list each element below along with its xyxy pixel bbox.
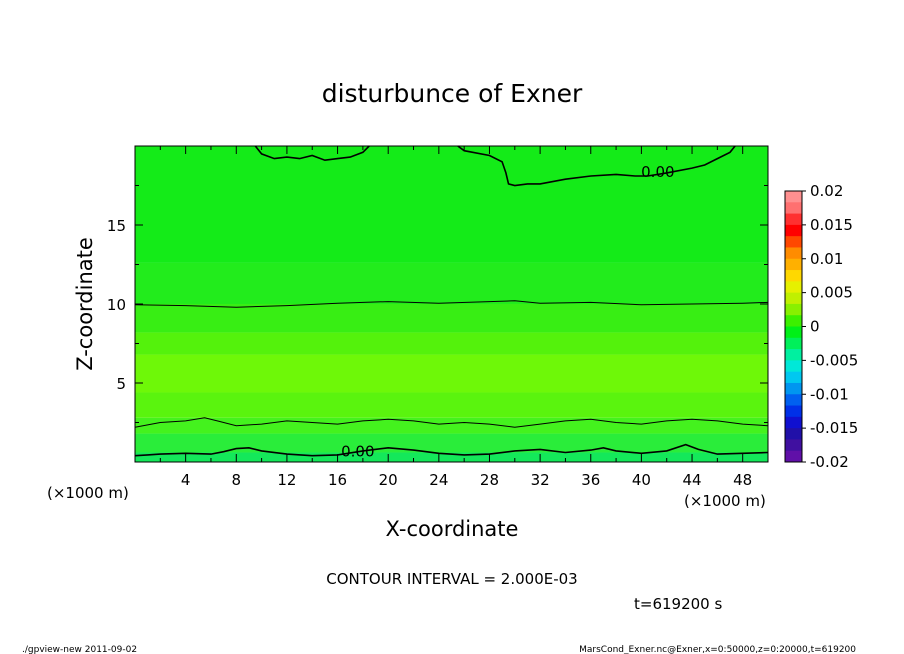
colorbar-label: 0.01 — [810, 250, 843, 268]
contour-zero-top — [254, 145, 370, 162]
footer-right: MarsCond_Exner.nc@Exner,x=0:50000,z=0:20… — [579, 645, 856, 654]
band-0 — [135, 452, 768, 462]
colorbar-swatch — [785, 439, 802, 452]
y-axis-label: Z-coordinate — [73, 237, 97, 371]
chart-title: disturbunce of Exner — [322, 79, 583, 108]
y-tick-label: 5 — [116, 375, 126, 393]
colorbar-swatch — [785, 450, 802, 463]
y-tick-label: 15 — [107, 217, 126, 235]
time-stamp: t=619200 s — [634, 595, 722, 613]
color-bands — [135, 146, 768, 462]
contour-zero-top-right — [457, 145, 736, 187]
x-tick-label: 40 — [632, 471, 651, 489]
contour-zero-bottom — [134, 443, 769, 457]
x-tick-label: 32 — [531, 471, 550, 489]
x-tick-label: 48 — [733, 471, 752, 489]
x-axis-unit-left: (×1000 m) — [47, 484, 129, 502]
colorbar-swatch — [785, 292, 802, 305]
colorbar-swatch — [785, 191, 802, 203]
colorbar-swatch — [785, 258, 802, 271]
colorbar-swatch — [785, 247, 802, 260]
band-5 — [135, 332, 768, 355]
contour-interval-note: CONTOUR INTERVAL = 2.000E-03 — [326, 570, 577, 588]
colorbar-label: -0.01 — [810, 385, 849, 403]
colorbar-swatch — [785, 405, 802, 418]
x-tick-label: 4 — [181, 471, 191, 489]
colorbar-swatch — [785, 303, 802, 316]
colorbar-label: -0.02 — [810, 453, 849, 471]
x-tick-label: 16 — [328, 471, 347, 489]
x-tick-label: 28 — [480, 471, 499, 489]
contour-mid-10 — [134, 300, 769, 308]
contour-label-zero-bottom: 0.00 — [341, 442, 374, 460]
colorbar-swatch — [785, 349, 802, 361]
colorbar-swatch — [785, 213, 802, 226]
colorbar-swatch — [785, 224, 802, 237]
colorbar-label: 0 — [810, 318, 820, 336]
footer-left: ./gpview-new 2011-09-02 — [22, 645, 137, 654]
colorbar-label: -0.005 — [810, 351, 858, 369]
colorbar-swatch — [785, 236, 802, 248]
x-tick-label: 20 — [379, 471, 398, 489]
colorbar-swatch — [785, 326, 802, 339]
x-tick-label: 8 — [232, 471, 242, 489]
x-tick-label: 12 — [277, 471, 296, 489]
colorbar-swatch — [785, 382, 802, 395]
contour-lines: 0.00 0.00 — [134, 145, 769, 460]
band-1 — [135, 433, 768, 453]
colorbar: 0.02 0.015 0.01 0.005 0 -0.005 -0.01 -0.015 -0.0… — [784, 182, 858, 471]
x-tick-label: 24 — [429, 471, 448, 489]
colorbar-label: -0.015 — [810, 419, 858, 437]
band-4 — [135, 354, 768, 393]
band-3 — [135, 392, 768, 418]
colorbar-swatch — [785, 416, 802, 429]
x-tick-label: 36 — [581, 471, 600, 489]
y-tick-label: 10 — [107, 296, 126, 314]
contour-low-2.5 — [134, 417, 769, 428]
x-axis-unit-right: (×1000 m) — [684, 492, 766, 510]
colorbar-label: 0.005 — [810, 284, 853, 302]
colorbar-label: 0.015 — [810, 216, 853, 234]
band-8 — [135, 146, 768, 263]
colorbar-swatch — [785, 202, 802, 215]
colorbar-swatch — [785, 394, 802, 407]
band-6 — [135, 304, 768, 333]
colorbar-swatch — [785, 371, 802, 384]
colorbar-swatch — [785, 360, 802, 373]
colorbar-swatch — [785, 270, 802, 282]
colorbar-swatch — [785, 281, 802, 294]
colorbar-swatch — [785, 428, 802, 440]
x-tick-label: 44 — [682, 471, 701, 489]
band-7 — [135, 262, 768, 304]
x-axis-label: X-coordinate — [386, 517, 519, 541]
contour-label-zero-top-right: 0.00 — [641, 163, 674, 181]
colorbar-swatch — [785, 337, 802, 350]
colorbar-swatch — [785, 315, 802, 327]
colorbar-label: 0.02 — [810, 182, 843, 200]
